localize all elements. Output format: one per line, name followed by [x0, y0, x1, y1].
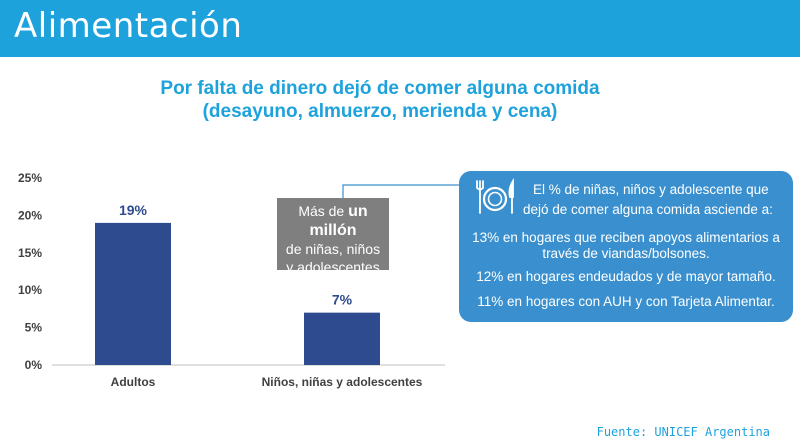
y-tick-label: 15% [18, 246, 42, 260]
y-tick-label: 10% [18, 283, 42, 297]
children-count-callout: Más de un millón de niñas, niños y adole… [277, 198, 389, 275]
source-note: Fuente: UNICEF Argentina [596, 425, 770, 439]
callout-line2: de niñas, niños [285, 241, 381, 257]
chart-title-line2: (desayuno, almuerzo, merienda y cena) [202, 101, 558, 122]
chart-title-line1: Por falta de dinero dejó de comer alguna… [160, 78, 600, 99]
info-item1-line1: 13% en hogares que reciben apoyos alimen… [472, 230, 780, 245]
info-item1-line2: través de viandas/bolsones. [542, 246, 710, 261]
callout-highlight: un millón [309, 203, 368, 239]
info-box: El % de niñas, niños y adolescente que d… [459, 171, 793, 322]
data-label: 7% [332, 292, 353, 308]
callout-line3: y adolescentes [286, 259, 380, 275]
y-tick-label: 5% [25, 321, 43, 335]
bar [304, 312, 380, 365]
info-head-line2: dejó de comer alguna comida asciende a: [523, 202, 773, 217]
info-item3: 11% en hogares con AUH y con Tarjeta Ali… [477, 294, 775, 309]
category-label: Adultos [111, 375, 156, 389]
y-tick-label: 0% [25, 358, 43, 372]
info-item2: 12% en hogares endeudados y de mayor tam… [476, 269, 776, 284]
header-banner: Alimentación [0, 0, 800, 57]
callout-prefix: Más de [298, 203, 349, 219]
category-label: Niños, niñas y adolescentes [262, 375, 423, 389]
page-title: Alimentación [14, 6, 243, 46]
y-tick-label: 20% [18, 208, 42, 222]
bar [95, 222, 171, 365]
plate-cutlery-icon [476, 177, 514, 214]
callout-connector [342, 184, 459, 198]
bar-chart: 0% 5% 10% 15% 20% 25% 19% Adultos 7% Niños, niña… [18, 171, 459, 389]
data-label: 19% [119, 202, 148, 218]
info-head-line1: El % de niñas, niños y adolescente que [533, 182, 769, 197]
y-tick-label: 25% [18, 171, 42, 185]
